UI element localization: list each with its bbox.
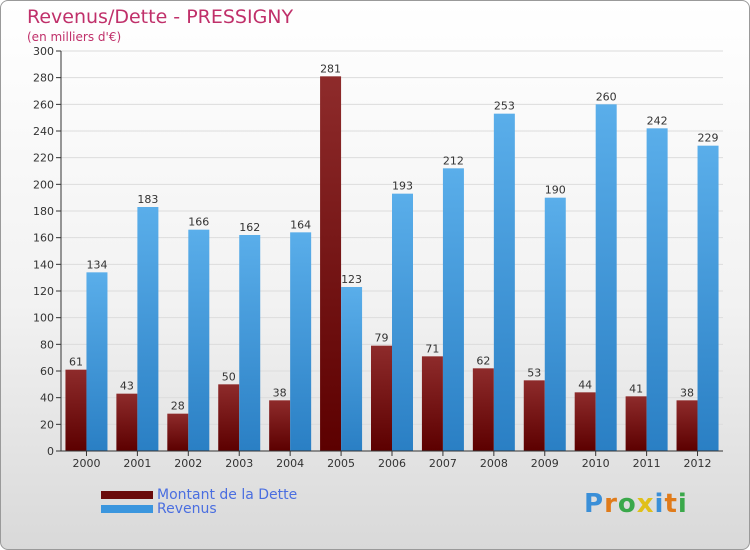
x-tick-label: 2012 xyxy=(684,457,712,470)
x-tick-label: 2006 xyxy=(378,457,406,470)
data-label-revenue: 229 xyxy=(698,132,719,145)
logo-letter: r xyxy=(604,489,618,519)
bar-debt xyxy=(167,413,189,451)
x-tick-label: 2001 xyxy=(123,457,151,470)
data-label-debt: 79 xyxy=(375,332,389,345)
data-label-revenue: 253 xyxy=(494,100,515,113)
data-label-debt: 50 xyxy=(222,370,236,383)
data-label-revenue: 190 xyxy=(545,184,566,197)
y-tick-label: 100 xyxy=(33,312,54,325)
y-tick-label: 200 xyxy=(33,178,54,191)
data-label-debt: 281 xyxy=(320,62,341,75)
bar-revenue xyxy=(544,197,566,451)
x-tick-label: 2004 xyxy=(276,457,304,470)
data-label-debt: 61 xyxy=(69,356,83,369)
y-tick-label: 0 xyxy=(47,445,54,458)
bar-revenue xyxy=(392,193,413,451)
data-label-revenue: 242 xyxy=(647,114,668,127)
bar-revenue xyxy=(442,168,464,452)
y-tick-label: 140 xyxy=(33,258,54,271)
x-tick-label: 2002 xyxy=(174,457,202,470)
legend-label-revenue: Revenus xyxy=(157,501,217,517)
data-label-revenue: 134 xyxy=(86,258,107,271)
bar-revenue xyxy=(137,207,159,451)
logo-letter: t xyxy=(664,489,678,519)
bar-debt xyxy=(676,400,698,451)
x-tick-label: 2003 xyxy=(225,457,253,470)
legend-item-revenue: Revenus xyxy=(101,501,217,517)
y-tick-label: 160 xyxy=(33,232,54,245)
x-tick-label: 2000 xyxy=(72,457,100,470)
chart-subtitle: (en milliers d'€) xyxy=(27,30,122,44)
data-label-debt: 53 xyxy=(527,366,541,379)
y-tick-label: 120 xyxy=(33,285,54,298)
data-label-debt: 41 xyxy=(629,382,643,395)
logo-letter: i xyxy=(654,489,665,519)
data-label-revenue: 164 xyxy=(290,218,311,231)
x-tick-label: 2009 xyxy=(531,457,559,470)
y-tick-label: 240 xyxy=(33,125,54,138)
y-tick-label: 40 xyxy=(40,392,54,405)
legend-swatch-revenue xyxy=(101,505,153,513)
data-label-revenue: 123 xyxy=(341,273,362,286)
chart-title: Revenus/Dette - PRESSIGNY xyxy=(27,6,294,28)
x-tick-label: 2011 xyxy=(633,457,661,470)
x-tick-label: 2010 xyxy=(582,457,610,470)
data-label-debt: 71 xyxy=(425,342,439,355)
bar-revenue xyxy=(493,113,515,452)
data-label-revenue: 166 xyxy=(188,216,209,229)
bar-debt xyxy=(320,76,342,451)
bar-revenue xyxy=(595,104,617,451)
data-label-revenue: 183 xyxy=(137,193,158,206)
data-label-debt: 38 xyxy=(680,386,694,399)
bar-debt xyxy=(472,368,494,451)
x-tick-label: 2007 xyxy=(429,457,457,470)
y-tick-label: 80 xyxy=(40,338,54,351)
bar-debt xyxy=(421,356,443,451)
data-label-debt: 43 xyxy=(120,380,134,393)
bar-debt xyxy=(218,384,240,451)
x-tick-label: 2008 xyxy=(480,457,508,470)
bar-revenue xyxy=(290,232,312,451)
bar-debt xyxy=(523,380,545,451)
legend-item-debt: Montant de la Dette xyxy=(101,487,297,503)
bar-debt xyxy=(116,393,138,451)
y-tick-label: 260 xyxy=(33,98,54,111)
logo-letter: P xyxy=(584,489,605,519)
data-label-debt: 38 xyxy=(273,386,287,399)
bar-debt xyxy=(371,345,392,451)
bar-revenue xyxy=(646,128,668,451)
logo-letter: i xyxy=(677,489,688,519)
bar-revenue xyxy=(697,145,719,451)
logo-letter: o xyxy=(617,489,637,519)
bar-debt xyxy=(574,392,596,451)
data-label-debt: 44 xyxy=(578,378,592,391)
legend-swatch-debt xyxy=(101,491,153,499)
bar-debt xyxy=(65,369,87,451)
bar-revenue xyxy=(341,287,363,451)
logo-letter: x xyxy=(636,489,655,519)
bar-revenue xyxy=(239,235,261,451)
data-label-revenue: 193 xyxy=(392,180,413,193)
data-label-revenue: 212 xyxy=(443,154,464,167)
y-tick-label: 60 xyxy=(40,365,54,378)
bar-revenue xyxy=(86,272,108,451)
bar-debt xyxy=(269,400,291,451)
proxiti-logo: Proxiti xyxy=(584,489,688,519)
x-tick-label: 2005 xyxy=(327,457,355,470)
y-tick-label: 280 xyxy=(33,72,54,85)
data-label-debt: 28 xyxy=(171,400,185,413)
y-tick-label: 300 xyxy=(33,45,54,58)
legend-label-debt: Montant de la Dette xyxy=(157,487,298,503)
data-label-revenue: 260 xyxy=(596,90,617,103)
bar-revenue xyxy=(188,229,210,451)
y-tick-label: 20 xyxy=(40,418,54,431)
data-label-revenue: 162 xyxy=(239,221,260,234)
data-label-debt: 62 xyxy=(476,354,490,367)
y-tick-label: 180 xyxy=(33,205,54,218)
y-tick-label: 220 xyxy=(33,152,54,165)
bar-debt xyxy=(625,396,647,451)
